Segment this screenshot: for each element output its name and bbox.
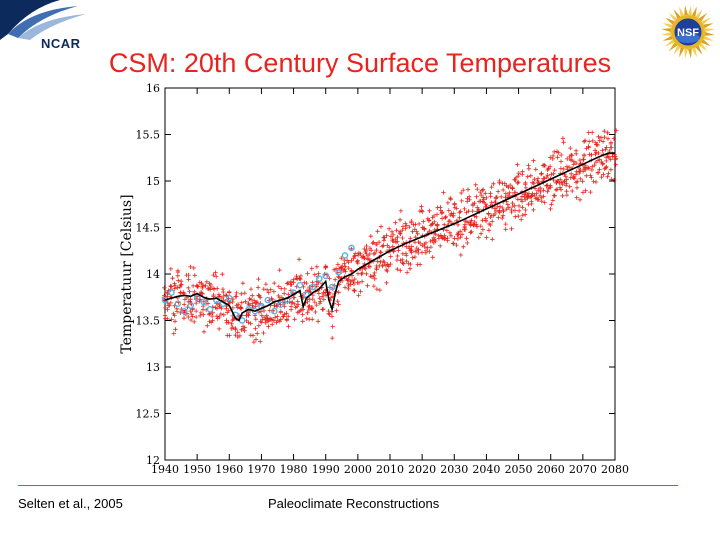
- nsf-ray: [684, 48, 688, 59]
- x-tick-label: 2020: [408, 463, 436, 476]
- ncar-logo: NCAR: [0, 0, 90, 58]
- nsf-ray: [703, 23, 714, 29]
- nsf-ray: [679, 47, 685, 58]
- nsf-ray: [673, 45, 681, 55]
- plot-frame: [164, 87, 616, 461]
- nsf-ray: [688, 5, 692, 16]
- ensemble-member-markers: [161, 128, 619, 345]
- nsf-ray: [704, 28, 715, 32]
- nsf-ray: [688, 48, 692, 59]
- nsf-ray: [701, 39, 711, 47]
- nsf-ray: [698, 42, 708, 52]
- observation-point: [341, 252, 349, 259]
- nsf-ray: [695, 9, 703, 19]
- nsf-ray: [662, 35, 673, 41]
- x-tick-label: 2030: [440, 463, 468, 476]
- y-tick-label: 15.5: [136, 129, 161, 142]
- nsf-ray: [679, 6, 685, 17]
- x-axis: 1940 1950 1960 1970 1980 1990 2000 2010 2020 2030…: [151, 88, 629, 476]
- x-tick-label: 2080: [601, 463, 629, 476]
- observation-point: [206, 306, 214, 313]
- x-tick-label: 2070: [569, 463, 597, 476]
- x-tick-label: 2040: [472, 463, 500, 476]
- observation-point: [168, 289, 175, 296]
- temperature-chart: 1940 1950 1960 1970 1980 1990 2000 2010 2020 2030…: [119, 82, 629, 476]
- nsf-wordmark: NSF: [677, 27, 699, 39]
- observation-markers: [161, 244, 355, 324]
- x-tick-label: 1970: [247, 463, 275, 476]
- observation-point: [348, 244, 355, 252]
- y-tick-label: 14: [146, 268, 160, 281]
- y-tick-label: 16: [146, 82, 160, 95]
- y-axis-label: Temperatuur [Celsius]: [119, 194, 135, 353]
- x-tick-label: 2000: [344, 463, 372, 476]
- observation-point: [200, 298, 207, 306]
- nsf-ray: [691, 47, 697, 58]
- observation-point: [303, 291, 310, 298]
- x-tick-label: 2060: [537, 463, 565, 476]
- footer-topic: Paleoclimate Reconstructions: [268, 496, 440, 511]
- y-tick-label: 12: [146, 454, 160, 467]
- observation-point: [174, 300, 182, 308]
- plot-content: [161, 128, 619, 345]
- ensemble-mean-line: [164, 152, 615, 322]
- observation-point: [296, 281, 304, 289]
- slide-title: CSM: 20th Century Surface Temperatures: [108, 48, 612, 78]
- observation-point: [187, 302, 195, 309]
- x-tick-label: 1990: [312, 463, 340, 476]
- y-axis: 12 12.5 13 13.5 14 14.5 15 15.5 16: [136, 82, 615, 467]
- nsf-ray: [661, 28, 672, 32]
- nsf-ray: [695, 45, 703, 55]
- nsf-logo: NSF: [660, 4, 716, 60]
- nsf-ray: [703, 35, 714, 41]
- observation-point: [277, 301, 285, 308]
- y-tick-label: 13.5: [136, 315, 161, 328]
- nsf-ray: [704, 32, 715, 36]
- ncar-wordmark: NCAR: [41, 36, 81, 51]
- nsf-ray: [661, 32, 672, 36]
- x-tick-label: 2010: [376, 463, 404, 476]
- observation-point: [335, 268, 342, 276]
- x-tick-label: 1950: [183, 463, 211, 476]
- ensemble-plus-markers: [161, 128, 619, 345]
- nsf-ray: [668, 12, 678, 22]
- observation-point: [309, 283, 317, 291]
- nsf-ray: [698, 12, 708, 22]
- y-tick-label: 14.5: [136, 222, 161, 235]
- x-tick-label: 1980: [280, 463, 308, 476]
- observation-point: [315, 275, 323, 282]
- nsf-ray: [691, 6, 697, 17]
- observation-point: [225, 294, 233, 302]
- nsf-ray: [684, 5, 688, 16]
- y-tick-label: 15: [146, 175, 160, 188]
- x-tick-label: 1960: [215, 463, 243, 476]
- nsf-ray: [665, 39, 675, 47]
- nsf-ray: [701, 17, 711, 25]
- observation-point: [270, 307, 278, 315]
- y-tick-label: 12.5: [136, 408, 161, 421]
- observation-point: [328, 283, 336, 291]
- observation-point: [180, 307, 188, 315]
- ncar-swoosh-icon: [0, 0, 86, 40]
- nsf-ray: [668, 42, 678, 52]
- x-tick-label: 2050: [505, 463, 533, 476]
- nsf-ray: [662, 23, 673, 29]
- observation-point: [193, 293, 201, 301]
- x-tick-label: 1940: [151, 463, 179, 476]
- y-tick-label: 13: [146, 361, 160, 374]
- nsf-ray: [673, 9, 681, 19]
- observation-point: [264, 296, 272, 304]
- footer-divider: [18, 485, 678, 486]
- observation-point: [322, 272, 330, 280]
- nsf-ray: [665, 17, 675, 25]
- nsf-seal-icon: NSF: [661, 5, 715, 59]
- footer-citation: Selten et al., 2005: [18, 496, 123, 511]
